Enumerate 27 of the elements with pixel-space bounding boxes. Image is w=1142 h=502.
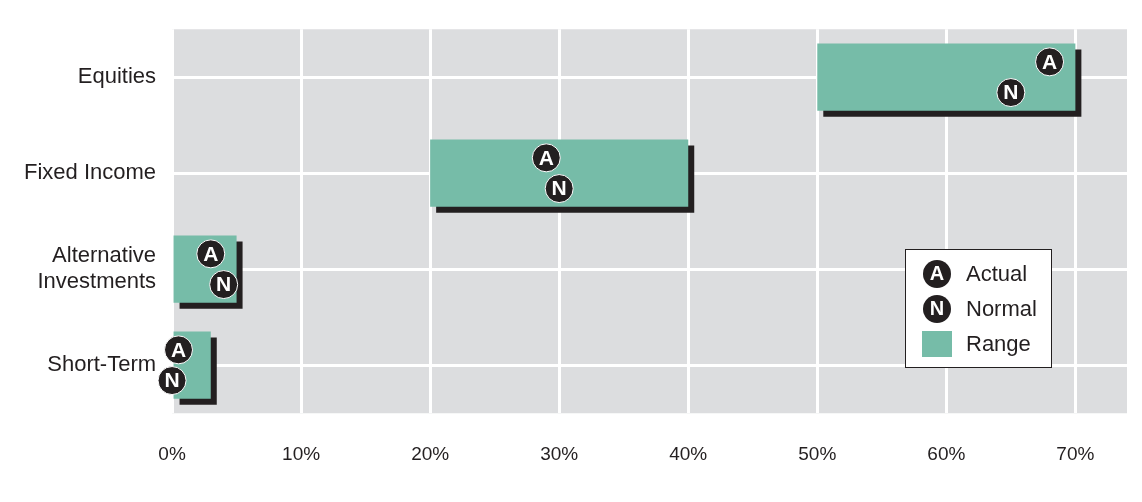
x-tick-label: 70% [1056, 442, 1095, 464]
data-label: A [538, 145, 554, 169]
y-tick-label: Fixed Income [23, 159, 157, 185]
x-tick-label: 10% [282, 442, 321, 464]
data-label: N [164, 368, 180, 392]
x-tick-label: 20% [411, 442, 450, 464]
x-tick-label: 40% [669, 442, 708, 464]
legend-label: Normal [966, 295, 1037, 322]
legend-label: Actual [966, 260, 1028, 287]
x-tick-label: 30% [540, 442, 579, 464]
y-tick-label: Short-Term [47, 351, 157, 377]
x-tick-label: 50% [798, 442, 837, 464]
data-label: A [1041, 49, 1058, 73]
bar [817, 43, 1076, 111]
text: A [929, 262, 945, 285]
data-label: N [1003, 80, 1019, 104]
legend-label: Range [966, 330, 1031, 357]
bar [430, 139, 689, 207]
x-tick-label: 0% [158, 442, 186, 464]
x-tick-label: 60% [927, 442, 966, 464]
data-label: A [170, 337, 187, 361]
data-label: N [551, 176, 567, 200]
data-label: N [216, 272, 232, 296]
y-tick-label: Equities [77, 63, 157, 89]
data-label: A [203, 241, 219, 265]
text: N [929, 297, 945, 320]
y-tick-label: Alternative Investments [37, 242, 157, 294]
